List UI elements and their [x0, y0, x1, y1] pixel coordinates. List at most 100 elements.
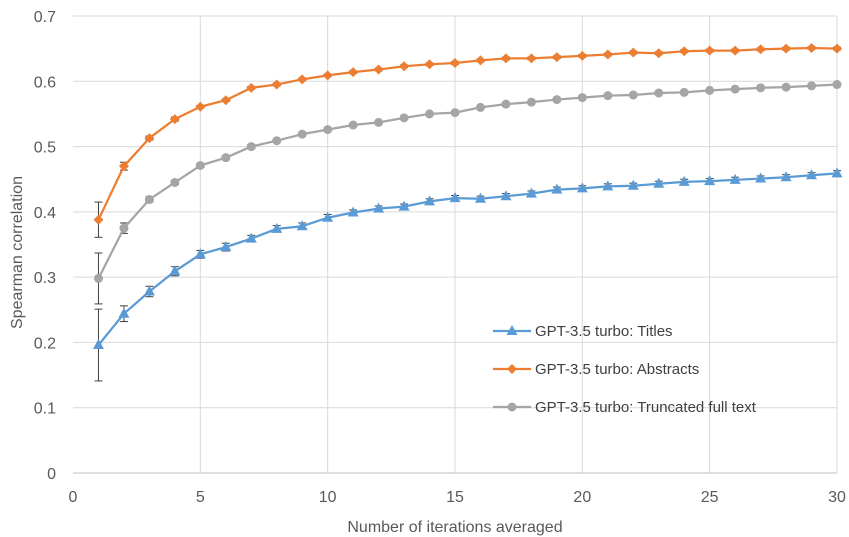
data-point-circle — [807, 81, 817, 91]
data-point-circle — [705, 85, 715, 95]
axes: 0 0.1 0.2 0.3 0.4 0.5 0.6 0.7 0 5 10 15 20 25 30 — [34, 9, 846, 506]
data-point-circle — [450, 108, 460, 118]
data-point-circle — [93, 273, 103, 283]
data-point-circle — [832, 80, 842, 90]
x-tick-label: 5 — [196, 489, 205, 506]
data-point-circle — [119, 223, 129, 233]
series-line — [97, 172, 838, 346]
data-point-triangle — [653, 177, 665, 188]
legend-item-3: GPT-3.5 turbo: Truncated full text — [493, 399, 757, 416]
data-point-triangle — [220, 241, 232, 252]
data-point-diamond — [679, 46, 690, 57]
data-point-circle — [348, 120, 358, 130]
data-point-triangle — [576, 182, 588, 193]
legend-label: GPT-3.5 turbo: Titles — [535, 323, 673, 340]
data-point-diamond — [399, 61, 410, 72]
data-point-diamond — [832, 43, 842, 54]
data-point-circle — [246, 142, 256, 152]
data-point-triangle — [118, 307, 130, 318]
data-point-circle — [577, 93, 587, 103]
data-point-triangle — [500, 190, 512, 201]
y-tick-label: 0.3 — [34, 270, 56, 287]
data-point-triangle — [729, 173, 741, 184]
data-point-circle — [323, 125, 333, 135]
data-point-diamond — [169, 114, 180, 125]
data-point-diamond — [628, 47, 639, 58]
data-point-circle — [730, 84, 740, 94]
data-point-circle — [507, 402, 517, 412]
data-point-diamond — [806, 42, 817, 53]
series-3 — [93, 80, 842, 305]
data-point-triangle — [92, 339, 104, 350]
data-point-circle — [425, 109, 435, 119]
data-point-circle — [297, 129, 307, 139]
data-point-triangle — [398, 200, 410, 211]
data-point-diamond — [450, 58, 460, 69]
x-tick-label: 10 — [319, 489, 337, 506]
x-tick-label: 30 — [828, 489, 846, 506]
legend-item-2: GPT-3.5 turbo: Abstracts — [493, 361, 699, 378]
data-point-circle — [374, 117, 384, 127]
data-point-circle — [399, 113, 409, 123]
data-point-circle — [603, 91, 613, 101]
data-point-diamond — [195, 101, 206, 112]
data-point-diamond — [271, 79, 282, 90]
data-point-circle — [475, 102, 485, 112]
series-line — [97, 46, 838, 221]
data-point-circle — [272, 136, 282, 146]
data-point-circle — [552, 95, 562, 105]
data-point-diamond — [577, 50, 588, 61]
y-tick-label: 0.1 — [34, 401, 56, 418]
data-point-diamond — [755, 44, 766, 55]
data-point-diamond — [551, 52, 562, 63]
data-point-diamond — [118, 161, 129, 172]
y-tick-label: 0.4 — [34, 205, 56, 222]
series-2 — [93, 42, 842, 238]
data-point-diamond — [781, 43, 792, 54]
x-tick-label: 15 — [446, 489, 464, 506]
data-point-diamond — [373, 64, 384, 75]
data-point-circle — [195, 161, 205, 171]
data-point-circle — [679, 87, 689, 97]
data-point-circle — [756, 83, 766, 93]
data-point-circle — [144, 194, 154, 204]
data-point-triangle — [169, 265, 181, 276]
data-point-triangle — [347, 206, 359, 217]
data-point-triangle — [271, 222, 283, 233]
data-point-diamond — [348, 67, 359, 78]
series-line — [97, 83, 838, 279]
data-point-circle — [221, 153, 231, 163]
data-point-circle — [781, 82, 791, 92]
y-tick-label: 0 — [47, 466, 56, 483]
data-point-circle — [628, 90, 638, 100]
data-point-diamond — [526, 53, 537, 64]
series-group — [92, 42, 843, 382]
data-point-triangle — [780, 171, 792, 182]
data-point-diamond — [653, 48, 664, 59]
data-point-diamond — [144, 133, 155, 144]
data-point-diamond — [220, 95, 231, 106]
data-point-triangle — [602, 180, 614, 191]
legend: GPT-3.5 turbo: Titles GPT-3.5 turbo: Abst… — [493, 323, 757, 416]
data-point-circle — [170, 177, 180, 187]
data-point-diamond — [322, 70, 333, 81]
data-point-triangle — [806, 169, 818, 180]
x-tick-label: 20 — [573, 489, 591, 506]
data-point-triangle — [755, 172, 767, 183]
data-point-diamond — [297, 74, 308, 85]
y-tick-label: 0.6 — [34, 74, 56, 91]
y-axis-title: Spearman correlation — [9, 176, 26, 329]
data-point-triangle — [245, 232, 257, 243]
data-point-triangle — [506, 325, 518, 335]
data-point-triangle — [424, 195, 436, 206]
data-point-diamond — [424, 59, 435, 70]
data-point-triangle — [678, 175, 690, 186]
data-point-triangle — [525, 187, 537, 198]
data-point-circle — [526, 97, 536, 107]
data-point-triangle — [296, 220, 308, 231]
series-1 — [92, 167, 843, 382]
x-tick-label: 25 — [701, 489, 719, 506]
data-point-diamond — [602, 49, 613, 60]
data-point-triangle — [704, 175, 716, 186]
